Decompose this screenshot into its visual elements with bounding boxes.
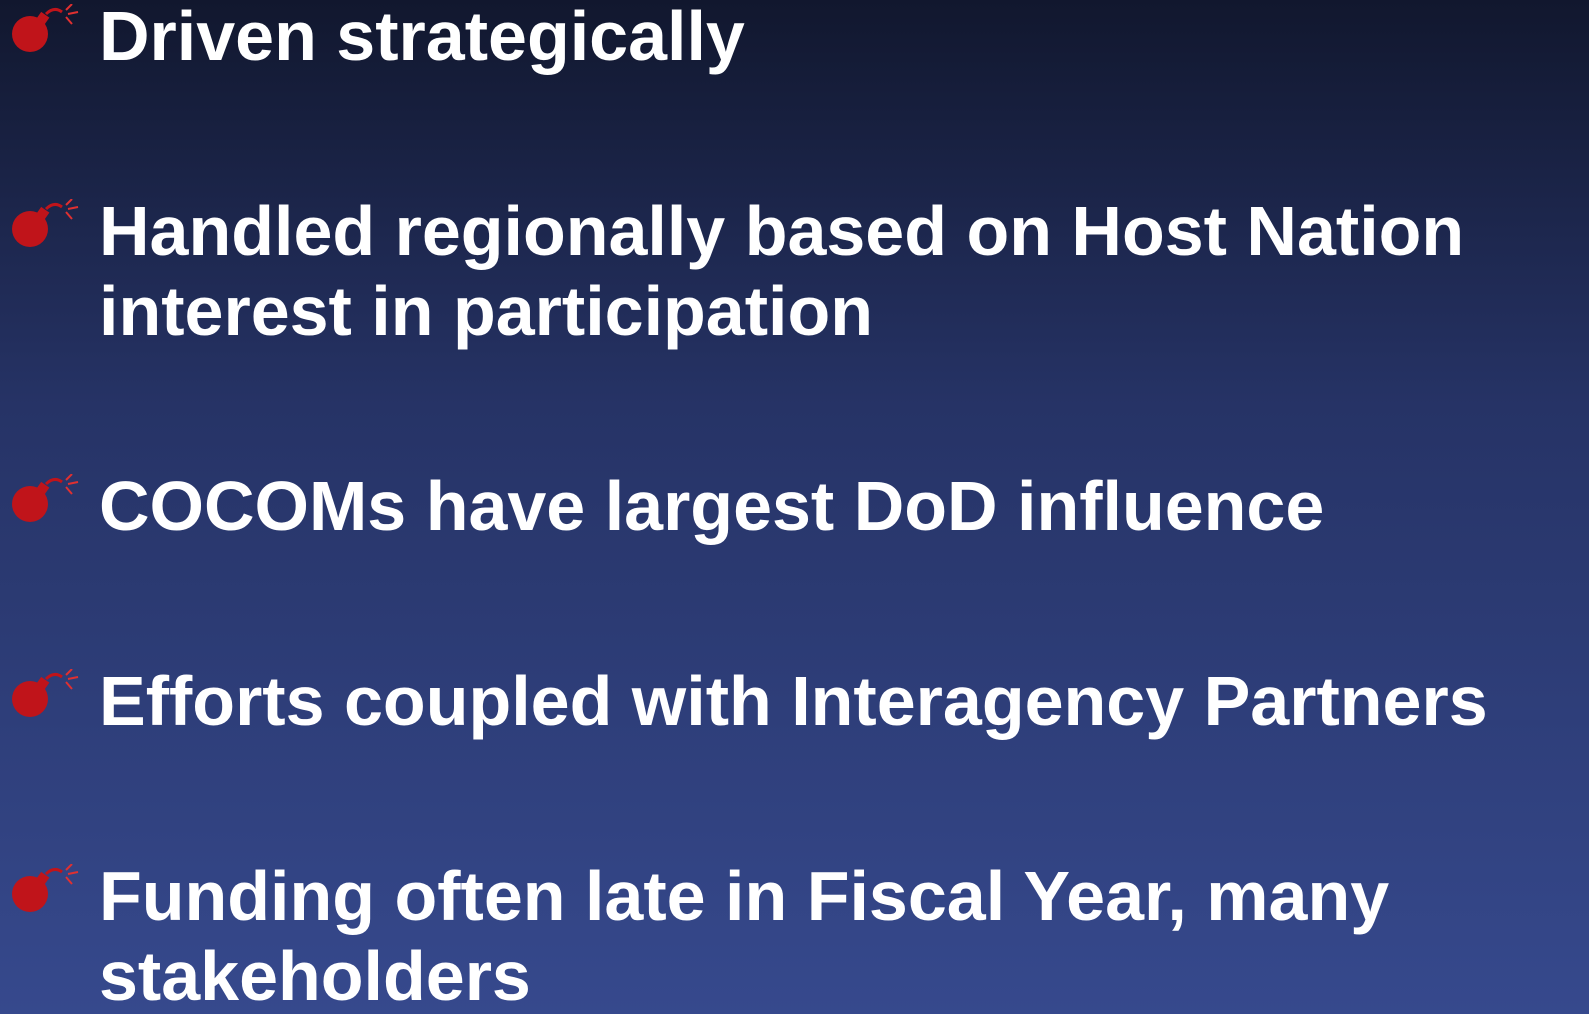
bullet-text: Efforts coupled with Interagency Partner… (99, 662, 1488, 740)
bullet-icon (12, 864, 79, 912)
bullet-text: COCOMs have largest DoD influence (99, 467, 1325, 545)
bullet-text: Handled regionally based on Host Nation … (99, 192, 1465, 350)
bullet-icon (12, 669, 79, 717)
bullet-text: Funding often late in Fiscal Year, many … (99, 857, 1390, 1014)
bullet-icon (12, 474, 79, 522)
bullet-icon (12, 4, 79, 52)
bullet-icon (12, 199, 79, 247)
bullet-text: Driven strategically (99, 0, 745, 75)
